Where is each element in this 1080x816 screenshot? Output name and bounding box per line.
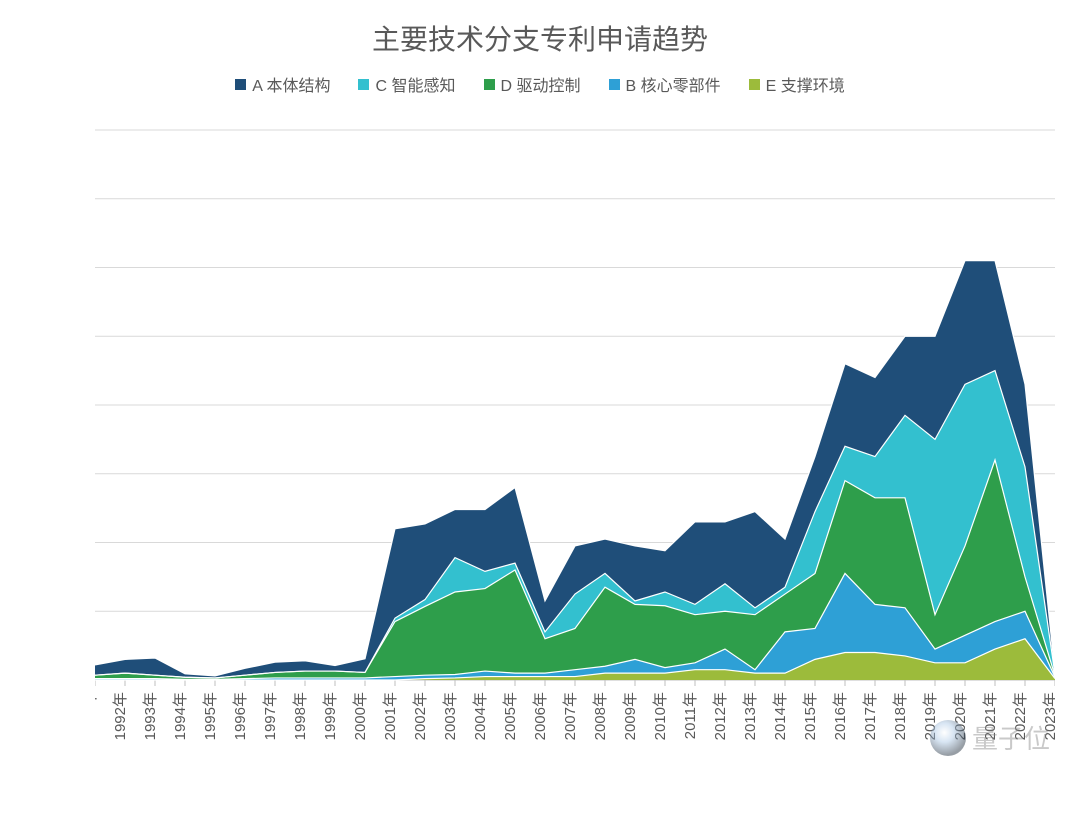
x-tick-label: 2005年 [502,692,519,740]
x-tick-label: 2010年 [652,692,669,740]
legend-item-D: D 驱动控制 [484,72,581,96]
x-tick-label: 2020年 [952,692,969,740]
x-tick-label: 1992年 [112,692,129,740]
legend-item-B: B 核心零部件 [609,72,721,96]
area-chart-svg: 01002003004005006007008001991年1992年1993年… [95,120,1055,760]
x-tick-label: 2022年 [1012,692,1029,740]
x-tick-label: 2009年 [622,692,639,740]
x-tick-label: 2001年 [382,692,399,740]
x-tick-label: 2007年 [562,692,579,740]
x-tick-label: 1996年 [232,692,249,740]
x-tick-label: 2000年 [352,692,369,740]
legend-item-A: A 本体结构 [235,72,330,96]
legend-swatch-icon [484,79,495,90]
legend: A 本体结构 C 智能感知 D 驱动控制 B 核心零部件 E 支撑环境 [0,72,1080,96]
x-tick-label: 2006年 [532,692,549,740]
x-tick-label: 1997年 [262,692,279,740]
x-tick-label: 2004年 [472,692,489,740]
x-tick-label: 1993年 [142,692,159,740]
x-tick-label: 2023年 [1042,692,1055,740]
x-tick-label: 2003年 [442,692,459,740]
x-tick-label: 2011年 [682,692,699,739]
plot-area: 01002003004005006007008001991年1992年1993年… [95,120,1055,680]
x-tick-label: 2002年 [412,692,429,740]
legend-swatch-icon [235,79,246,90]
legend-label: A 本体结构 [252,72,330,96]
x-tick-label: 2021年 [982,692,999,740]
legend-swatch-icon [358,79,369,90]
legend-swatch-icon [609,79,620,90]
chart-container: 主要技术分支专利申请趋势 A 本体结构 C 智能感知 D 驱动控制 B 核心零部件 E … [0,0,1080,816]
legend-item-C: C 智能感知 [358,72,455,96]
x-tick-label: 2016年 [832,692,849,740]
x-tick-label: 2017年 [862,692,879,740]
x-tick-label: 1998年 [292,692,309,740]
legend-label: E 支撑环境 [766,72,845,96]
legend-label: C 智能感知 [375,72,455,96]
x-tick-label: 2015年 [802,692,819,740]
x-tick-label: 2008年 [592,692,609,740]
legend-label: B 核心零部件 [626,72,721,96]
legend-item-E: E 支撑环境 [749,72,845,96]
x-tick-label: 1999年 [322,692,339,740]
x-tick-label: 1995年 [202,692,219,740]
legend-swatch-icon [749,79,760,90]
legend-label: D 驱动控制 [501,72,581,96]
x-tick-label: 2012年 [712,692,729,740]
x-tick-label: 2014年 [772,692,789,740]
x-tick-label: 2013年 [742,692,759,740]
chart-title: 主要技术分支专利申请趋势 [0,0,1080,58]
x-tick-label: 1991年 [95,692,99,740]
x-tick-label: 1994年 [172,692,189,740]
x-tick-label: 2019年 [922,692,939,740]
x-tick-label: 2018年 [892,692,909,740]
